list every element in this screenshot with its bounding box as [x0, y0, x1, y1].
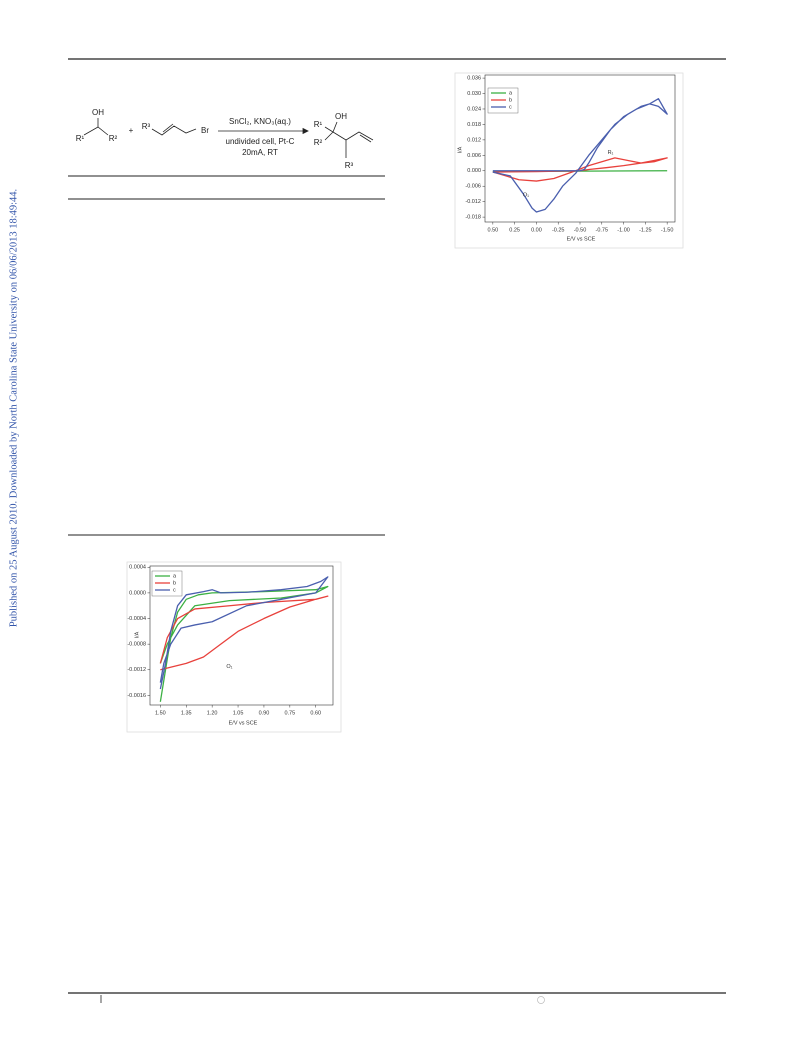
- y-axis-label: I/A: [134, 631, 140, 638]
- y-tick-label: 0.036: [467, 76, 481, 82]
- y-tick-label: 0.006: [467, 153, 481, 159]
- series-line: [492, 98, 668, 213]
- legend-label: c: [173, 587, 176, 593]
- y-tick-label: -0.0016: [127, 693, 146, 699]
- y-tick-label: 0.0004: [129, 565, 146, 571]
- x-tick-label: 0.75: [284, 710, 295, 716]
- y-tick-label: -0.0004: [127, 616, 146, 622]
- x-tick-label: 1.20: [207, 710, 218, 716]
- bond: [151, 125, 197, 136]
- x-tick-label: 1.50: [155, 710, 166, 716]
- x-axis-label: E/V vs SCE: [229, 720, 258, 726]
- sidebar-text: Published on 25 August 2010. Downloaded …: [8, 189, 19, 627]
- x-axis-label: E/V vs SCE: [567, 236, 596, 242]
- x-tick-label: 1.05: [233, 710, 244, 716]
- x-tick-label: -0.75: [596, 227, 609, 233]
- y-tick-label: -0.012: [465, 199, 481, 205]
- y-tick-label: 0.024: [467, 106, 481, 112]
- x-tick-label: -1.50: [661, 227, 674, 233]
- x-tick-label: 0.25: [509, 227, 520, 233]
- scheme-text: OH: [92, 108, 104, 117]
- series-line: [492, 157, 668, 182]
- scheme-text: R¹: [76, 134, 85, 143]
- y-tick-label: 0.000: [467, 168, 481, 174]
- annotation: O₁: [226, 664, 232, 670]
- y-tick-label: -0.006: [465, 184, 481, 190]
- scheme-text: Br: [201, 126, 209, 135]
- y-tick-label: -0.018: [465, 215, 481, 221]
- x-tick-label: -1.00: [617, 227, 630, 233]
- scheme-text: OH: [335, 112, 347, 121]
- y-axis-label: I/A: [457, 146, 463, 153]
- scheme-text: R¹: [314, 120, 323, 129]
- footer-icon: [537, 996, 545, 1004]
- series-line: [159, 576, 329, 690]
- x-tick-label: 0.60: [310, 710, 321, 716]
- y-tick-label: 0.030: [467, 91, 481, 97]
- bond: [324, 131, 334, 141]
- series-line: [159, 595, 329, 671]
- bond: [332, 131, 374, 141]
- x-tick-label: -1.25: [639, 227, 652, 233]
- y-tick-label: -0.0008: [127, 642, 146, 648]
- y-tick-label: 0.018: [467, 122, 481, 128]
- annotation: O₁: [523, 193, 529, 199]
- x-tick-label: -0.25: [552, 227, 565, 233]
- bond: [324, 126, 334, 133]
- scheme-text: R²: [109, 134, 118, 143]
- y-tick-label: 0.0000: [129, 590, 146, 596]
- x-tick-label: 1.35: [181, 710, 192, 716]
- x-tick-label: 0.00: [531, 227, 542, 233]
- x-tick-label: 0.50: [487, 227, 498, 233]
- x-tick-label: 0.90: [259, 710, 270, 716]
- legend-label: b: [509, 97, 512, 103]
- x-tick-label: -0.50: [574, 227, 587, 233]
- y-tick-label: 0.012: [467, 137, 481, 143]
- scheme-text: +: [129, 126, 134, 135]
- bond: [359, 134, 372, 143]
- annotation: R₁: [608, 150, 614, 156]
- arrowhead: [302, 127, 309, 135]
- bond: [332, 121, 338, 133]
- scheme-text: R³: [345, 161, 354, 170]
- y-tick-label: -0.0012: [127, 667, 146, 673]
- scheme-text: R³: [142, 122, 151, 131]
- scheme-text: 20mA, RT: [242, 148, 278, 157]
- legend-label: b: [173, 580, 176, 586]
- bond: [162, 123, 174, 133]
- bond: [83, 126, 109, 136]
- scheme-text: R²: [314, 138, 323, 147]
- figure-frame: [454, 72, 684, 249]
- legend-label: a: [509, 90, 513, 96]
- reaction-scheme: [83, 118, 374, 158]
- legend-label: a: [173, 573, 177, 579]
- legend-label: c: [509, 104, 512, 110]
- scheme-text: SnCl₂, KNO₃(aq.): [229, 117, 291, 126]
- plot-area: [149, 565, 334, 706]
- scheme-text: undivided cell, Pt-C: [226, 137, 295, 146]
